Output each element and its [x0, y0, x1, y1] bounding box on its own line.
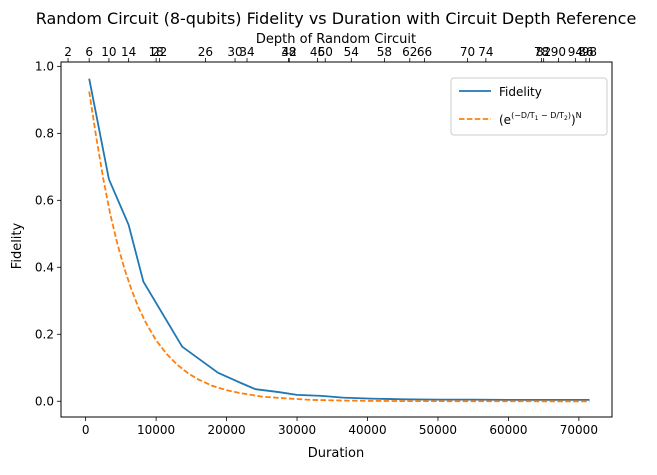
top-tick-label: 58 — [377, 45, 392, 59]
plot-lines — [88, 78, 590, 403]
series-line-model — [88, 91, 590, 403]
top-tick-label: 86 — [578, 45, 593, 59]
legend: Fidelity (e(−D/T1 − D/T2))N — [450, 77, 608, 136]
legend-model-label: (e(−D/T1 − D/T2))N — [499, 111, 582, 127]
left-axis-ticks: 0.0 0.2 0.4 0.6 0.8 1.0 — [35, 59, 61, 408]
top-tick-label: 14 — [121, 45, 136, 59]
legend-model-base: (e — [499, 113, 511, 127]
top-tick-label: 66 — [417, 45, 432, 59]
legend-model-close-outer: ) — [571, 113, 576, 127]
top-tick-label: 98 — [582, 45, 597, 59]
x-tick-label: 20000 — [207, 423, 245, 437]
top-tick-label: 50 — [318, 45, 333, 59]
top-tick-label: 38 — [281, 45, 296, 59]
legend-fidelity-label: Fidelity — [499, 85, 542, 99]
top-tick-label: 94 — [568, 45, 583, 59]
x-tick-label: 50000 — [419, 423, 457, 437]
top-tick-label: 26 — [198, 45, 213, 59]
top-tick-label: 2 — [64, 45, 72, 59]
top-tick-label: 46 — [310, 45, 325, 59]
legend-box — [450, 77, 608, 136]
x-tick-label: 60000 — [489, 423, 527, 437]
legend-model-exponent: (−D/T — [511, 111, 535, 120]
legend-model-close-inner: ) — [568, 111, 571, 120]
top-tick-label: 34 — [239, 45, 254, 59]
y-tick-label: 0.4 — [35, 260, 54, 274]
legend-model-mid: − D/T — [538, 111, 564, 120]
legend-model-sub1: 1 — [535, 115, 539, 122]
y-tick-label: 0.0 — [35, 394, 54, 408]
legend-model-power: N — [576, 111, 582, 120]
top-tick-label: 22 — [152, 45, 167, 59]
x-tick-label: 70000 — [560, 423, 598, 437]
top-tick-label: 30 — [227, 45, 242, 59]
y-tick-label: 0.8 — [35, 126, 54, 140]
series-line-fidelity — [88, 78, 590, 401]
legend-model-sub2: 2 — [564, 115, 568, 122]
plot-frame — [60, 61, 613, 418]
chart-title: Random Circuit (8-qubits) Fidelity vs Du… — [36, 9, 637, 28]
x-tick-label: 10000 — [137, 423, 175, 437]
top-tick-label: 6 — [85, 45, 93, 59]
top-x-axis-label: Depth of Random Circuit — [256, 32, 416, 47]
y-tick-label: 0.2 — [35, 327, 54, 341]
x-tick-label: 0 — [82, 423, 90, 437]
top-tick-label: 78 — [534, 45, 549, 59]
top-tick-label: 62 — [402, 45, 417, 59]
top-tick-label: 18 — [148, 45, 163, 59]
top-tick-label: 90 — [551, 45, 566, 59]
x-axis-label: Duration — [308, 446, 364, 461]
top-tick-label: 82 — [536, 45, 551, 59]
x-tick-label: 40000 — [348, 423, 386, 437]
y-axis-label: Fidelity — [10, 222, 25, 269]
top-tick-label: 54 — [344, 45, 359, 59]
top-tick-label: 42 — [282, 45, 297, 59]
y-tick-label: 0.6 — [35, 193, 54, 207]
x-tick-label: 30000 — [278, 423, 316, 437]
top-tick-label: 70 — [460, 45, 475, 59]
bottom-axis-ticks: 0 10000 20000 30000 40000 50000 60000 70000 — [82, 417, 598, 437]
top-tick-label: 10 — [101, 45, 116, 59]
y-tick-label: 1.0 — [35, 59, 54, 73]
top-tick-label: 74 — [478, 45, 493, 59]
